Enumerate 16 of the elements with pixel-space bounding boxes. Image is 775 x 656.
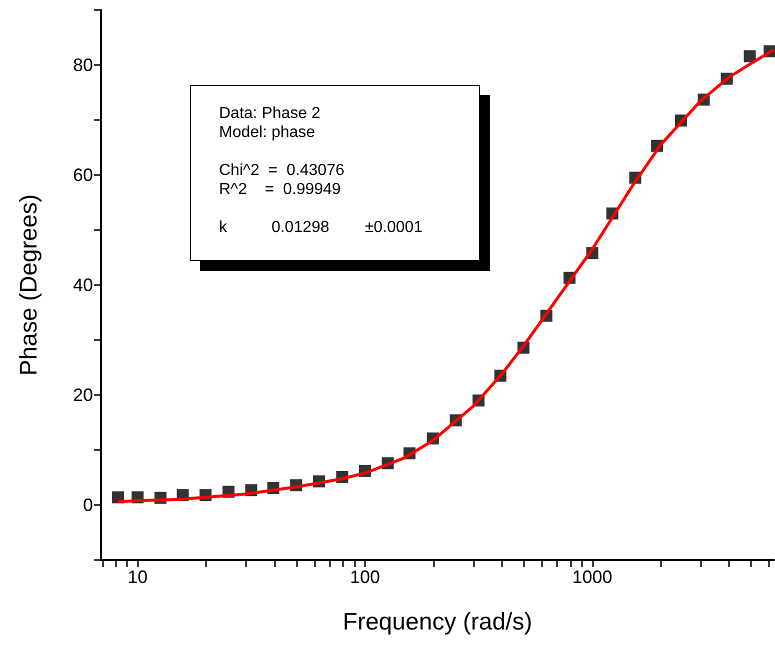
x-axis-title: Frequency (rad/s) [342,608,532,636]
annotation: Data: Phase 2 [219,104,322,123]
annotation: R^2 = 0.99949 [219,180,342,199]
annotation: k 0.01298 ±0.0001 [219,218,424,237]
annotation: Chi^2 = 0.43076 [219,161,346,180]
point [744,50,756,62]
y-tick-label: 60 [72,165,93,185]
y-tick-label: 0 [82,495,93,515]
x-tick-label: 100 [350,567,380,587]
x-tick-label: 10 [128,567,148,587]
y-tick-label: 40 [72,275,93,295]
y-tick-label: 80 [72,55,93,75]
annotation: Model: phase [219,123,316,142]
y-axis-title: Phase (Degrees) [16,194,42,376]
x-tick-label: 1000 [572,567,612,587]
y-tick-label: 20 [72,385,93,405]
